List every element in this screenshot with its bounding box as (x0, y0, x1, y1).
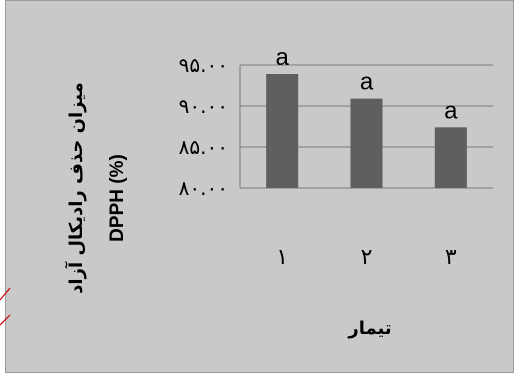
category-label: ۲ (361, 245, 373, 270)
bars (266, 74, 467, 188)
category-labels: ۱ ۲ ۳ (276, 245, 457, 270)
category-label: ۱ (276, 245, 288, 270)
y-tick-label: ۹۵.۰۰ (179, 53, 228, 77)
red-annotation-line (0, 287, 11, 301)
y-tick-label: ۹۰.۰۰ (179, 94, 228, 118)
chart-area (5, 0, 514, 373)
red-annotation-line-2 (0, 314, 11, 326)
bar (434, 127, 467, 188)
data-labels: a a a (275, 44, 458, 124)
data-label: a (275, 44, 289, 71)
bar (266, 74, 299, 188)
data-label: a (360, 69, 374, 96)
x-axis-title: تیمار (347, 318, 391, 339)
category-label: ۳ (445, 245, 457, 270)
y-axis-title-line2: DPPH (%) (107, 154, 128, 242)
y-tick-label: ۸۰.۰۰ (179, 176, 228, 200)
y-axis-title-line1: میزان حذف رادیکال آزاد (64, 82, 87, 294)
y-tick-label: ۸۵.۰۰ (179, 135, 228, 159)
bar (350, 98, 383, 188)
y-tick-labels: ۸۰.۰۰ ۸۵.۰۰ ۹۰.۰۰ ۹۵.۰۰ (179, 53, 228, 200)
data-label: a (444, 97, 458, 124)
